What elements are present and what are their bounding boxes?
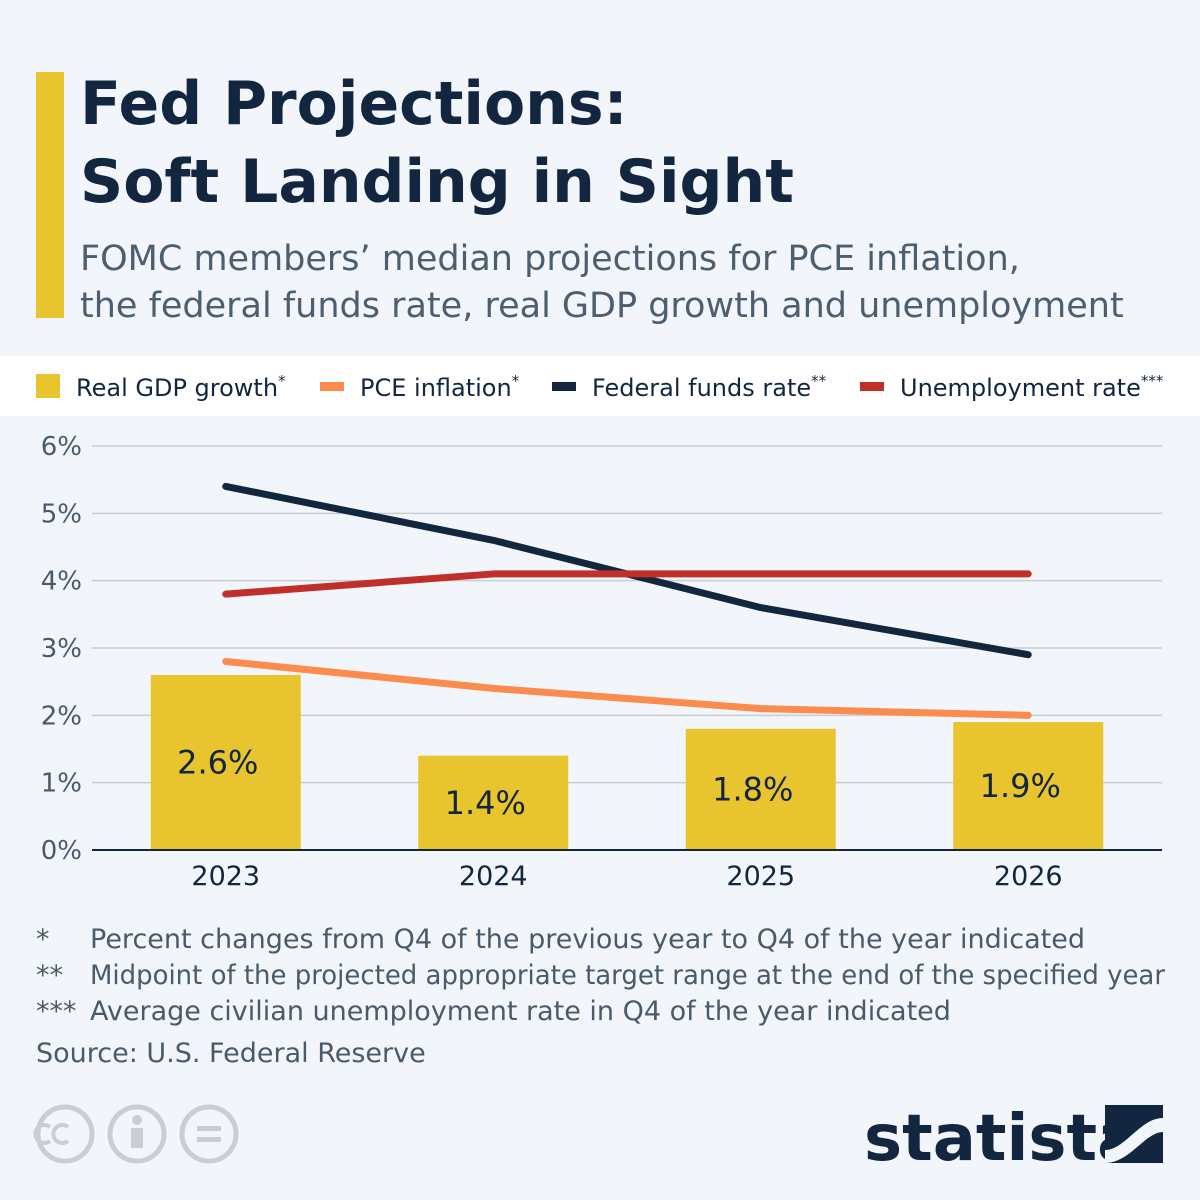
source: Source: U.S. Federal Reserve <box>36 1038 426 1069</box>
footnote-marker: * <box>36 924 50 955</box>
license-icon <box>197 1137 221 1142</box>
footnote-marker: *** <box>36 996 77 1027</box>
legend-swatch <box>36 374 60 398</box>
x-tick-label: 2023 <box>191 861 260 892</box>
footnote-text: Midpoint of the projected appropriate ta… <box>90 960 1166 991</box>
footnote-text: Percent changes from Q4 of the previous … <box>90 924 1085 955</box>
license-icon <box>33 1123 70 1145</box>
footnote-marker: ** <box>36 960 63 991</box>
chart-subtitle: the federal funds rate, real GDP growth … <box>80 286 1124 326</box>
y-tick-label: 5% <box>41 499 82 529</box>
bar <box>150 674 301 850</box>
license-icon <box>132 1115 142 1125</box>
legend-marker: *** <box>1141 372 1164 390</box>
brand-icon <box>1105 1118 1163 1163</box>
data-label: 1.4% <box>445 784 526 822</box>
license-icon <box>35 1104 95 1164</box>
x-tick-label: 2026 <box>994 861 1063 892</box>
y-tick-label: 6% <box>41 432 82 462</box>
license-icon <box>197 1126 221 1131</box>
legend-swatch <box>860 382 884 391</box>
legend-marker: * <box>512 372 520 390</box>
chart-subtitle: FOMC members’ median projections for PCE… <box>80 239 1020 279</box>
legend-label: Unemployment rate*** <box>900 372 1164 402</box>
legend-label: Real GDP growth* <box>76 372 286 402</box>
bar <box>953 722 1104 850</box>
legend-swatch <box>552 382 576 391</box>
legend-label: Federal funds rate** <box>592 372 827 402</box>
chart-title: Fed Projections: <box>80 69 628 139</box>
legend-label: Unemployment rate <box>900 374 1141 402</box>
chart-title: Soft Landing in Sight <box>80 147 794 217</box>
x-tick-label: 2024 <box>459 861 528 892</box>
footnote-text: Average civilian unemployment rate in Q4… <box>90 996 951 1027</box>
legend-marker: ** <box>811 372 827 390</box>
data-label: 1.8% <box>712 770 793 808</box>
license-icon <box>107 1104 167 1164</box>
y-tick-label: 0% <box>41 836 82 866</box>
brand-icon <box>1105 1105 1163 1163</box>
data-label: 1.9% <box>980 767 1061 805</box>
legend-marker: * <box>278 372 286 390</box>
license-icons <box>33 1104 239 1164</box>
bar <box>418 755 569 850</box>
license-icon <box>131 1128 143 1148</box>
y-tick-label: 1% <box>41 769 82 799</box>
x-tick-label: 2025 <box>726 861 795 892</box>
data-label: 2.6% <box>177 743 258 781</box>
bar <box>685 728 836 850</box>
line <box>222 657 1032 719</box>
license-icon <box>179 1104 239 1164</box>
y-tick-label: 4% <box>41 567 82 597</box>
y-tick-label: 2% <box>41 701 82 731</box>
line <box>222 570 1032 598</box>
legend-swatch <box>320 382 344 391</box>
legend-label: PCE inflation* <box>360 372 520 402</box>
title-accent <box>36 72 64 318</box>
legend-label: Federal funds rate <box>592 374 811 402</box>
y-tick-label: 3% <box>41 634 82 664</box>
brand-logo: statista <box>864 1102 1140 1176</box>
legend-label: Real GDP growth <box>76 374 278 402</box>
legend-background <box>0 356 1200 416</box>
legend-label: PCE inflation <box>360 374 512 402</box>
